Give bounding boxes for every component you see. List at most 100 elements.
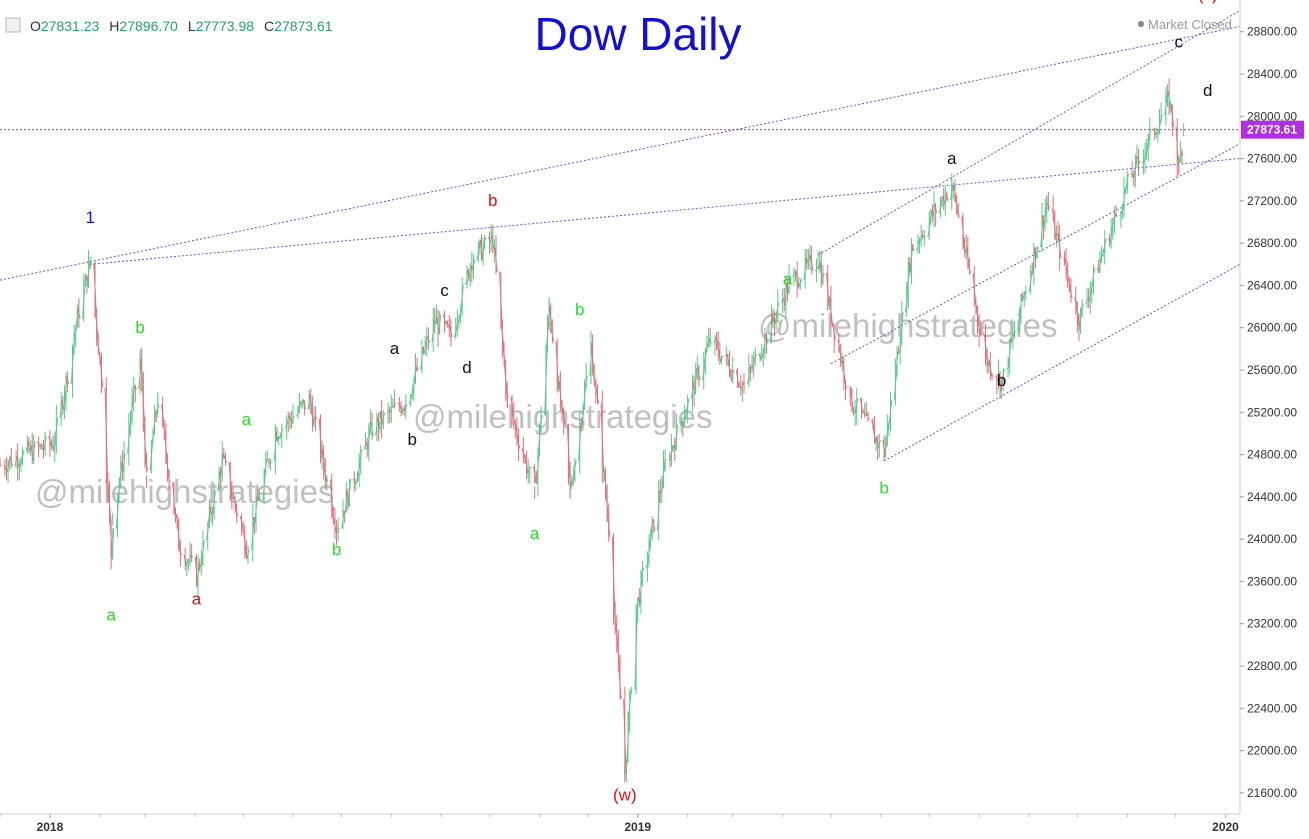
price-bar-body	[950, 185, 954, 201]
price-bar-body	[1035, 247, 1039, 259]
price-bar-body	[769, 313, 774, 344]
price-bar-body	[919, 234, 923, 242]
wave-label: (w)	[613, 785, 637, 804]
price-bar-body	[359, 448, 363, 463]
price-bar-body	[528, 466, 532, 473]
price-bar-body	[977, 321, 981, 335]
price-bar-body	[1011, 333, 1015, 342]
y-tick-label: 24000.00	[1247, 532, 1297, 546]
price-bar-body	[471, 259, 476, 270]
y-tick-label: 21600.00	[1247, 786, 1297, 800]
price-bar-body	[627, 692, 632, 721]
price-bar-body	[164, 435, 168, 457]
price-bar-body	[82, 286, 86, 319]
price-bar-body	[408, 394, 413, 405]
price-bar-body	[278, 436, 282, 439]
price-bar-body	[555, 341, 559, 390]
price-bar-body	[972, 272, 976, 302]
price-bar-body	[330, 479, 334, 514]
price-bar-body	[499, 271, 503, 324]
price-bar-body	[613, 612, 617, 627]
price-bar-body	[269, 461, 273, 465]
x-tick-label: 2018	[37, 820, 64, 834]
y-tick-label: 24800.00	[1247, 448, 1297, 462]
price-bar-body	[1006, 365, 1010, 370]
price-bar-body	[719, 355, 724, 363]
price-bar-body	[86, 261, 91, 287]
price-bar-body	[323, 468, 327, 482]
price-bar-body	[1017, 313, 1022, 332]
price-bar-body	[284, 422, 289, 429]
price-bar-body	[175, 515, 179, 524]
price-bar-body	[454, 327, 458, 337]
ohlc-close-label: C	[264, 18, 274, 34]
price-bar-body	[70, 346, 75, 385]
price-bar-body	[291, 415, 295, 423]
price-bar-body	[549, 306, 553, 328]
price-bar-body	[1074, 297, 1078, 305]
market-status-label: Market Closed	[1148, 17, 1232, 32]
price-bar-body	[413, 366, 418, 379]
price-bar-body	[199, 562, 203, 568]
price-bar-body	[510, 396, 514, 414]
series-menu-icon[interactable]	[5, 17, 21, 33]
price-bar-body	[1040, 215, 1044, 248]
price-bar-body	[500, 323, 505, 346]
price-bar-body	[72, 336, 76, 347]
price-bar-body	[647, 547, 651, 560]
price-bar-body	[1028, 271, 1033, 292]
price-bar-body	[1143, 153, 1147, 162]
price-bar-body	[634, 609, 638, 690]
price-bar-body	[1032, 247, 1036, 273]
price-bar-body	[573, 460, 577, 478]
price-bar-body	[6, 463, 10, 473]
price-bar-body	[302, 399, 307, 410]
y-tick-label: 27200.00	[1247, 194, 1297, 208]
trendline	[90, 158, 1241, 265]
price-bar-body	[437, 314, 442, 334]
price-bar-body	[829, 297, 833, 323]
price-bar-body	[584, 375, 588, 387]
y-tick-label: 26000.00	[1247, 321, 1297, 335]
price-bar-body	[354, 481, 358, 485]
price-bar-body	[714, 337, 719, 344]
price-bar-body	[674, 424, 679, 450]
price-bar-body	[954, 197, 959, 211]
price-bar-body	[735, 370, 740, 387]
price-bar-body	[539, 415, 543, 426]
price-bar-body	[515, 426, 519, 439]
price-bar-body	[616, 640, 621, 669]
price-bar-body	[1109, 229, 1113, 245]
price-bar-body	[397, 402, 401, 407]
price-bar-body	[1120, 208, 1125, 213]
price-bar-body	[389, 406, 393, 413]
price-bar-body	[183, 554, 187, 567]
price-bar-body	[816, 266, 820, 269]
wave-label: a	[947, 149, 957, 168]
y-tick-label: 25600.00	[1247, 363, 1297, 377]
price-bar-body	[975, 307, 980, 322]
price-bar-body	[312, 417, 316, 426]
wave-label: a	[530, 524, 540, 543]
price-bar-body	[122, 453, 126, 472]
price-bar-body	[446, 321, 450, 327]
price-bar-body	[1069, 289, 1073, 298]
price-bar-body	[797, 285, 801, 288]
price-bar-body	[753, 353, 757, 360]
price-axis[interactable]: 28800.00 28400.00 28000.00 27600.00 27200.00…	[1239, 0, 1309, 814]
price-bar-body	[945, 193, 949, 201]
price-bar-body	[911, 244, 915, 251]
price-bar-body	[1159, 115, 1163, 123]
price-bar-body	[1066, 271, 1070, 279]
price-bar-body	[581, 407, 585, 425]
price-bar-body	[933, 204, 938, 214]
price-bar-body	[119, 462, 123, 483]
price-bar-body	[561, 408, 566, 425]
price-bar-body	[297, 402, 302, 411]
price-bar-body	[568, 472, 572, 487]
time-axis[interactable]: 2018 2019 2020	[0, 813, 1309, 839]
wave-label: b	[575, 300, 584, 319]
price-bar-body	[3, 465, 7, 470]
